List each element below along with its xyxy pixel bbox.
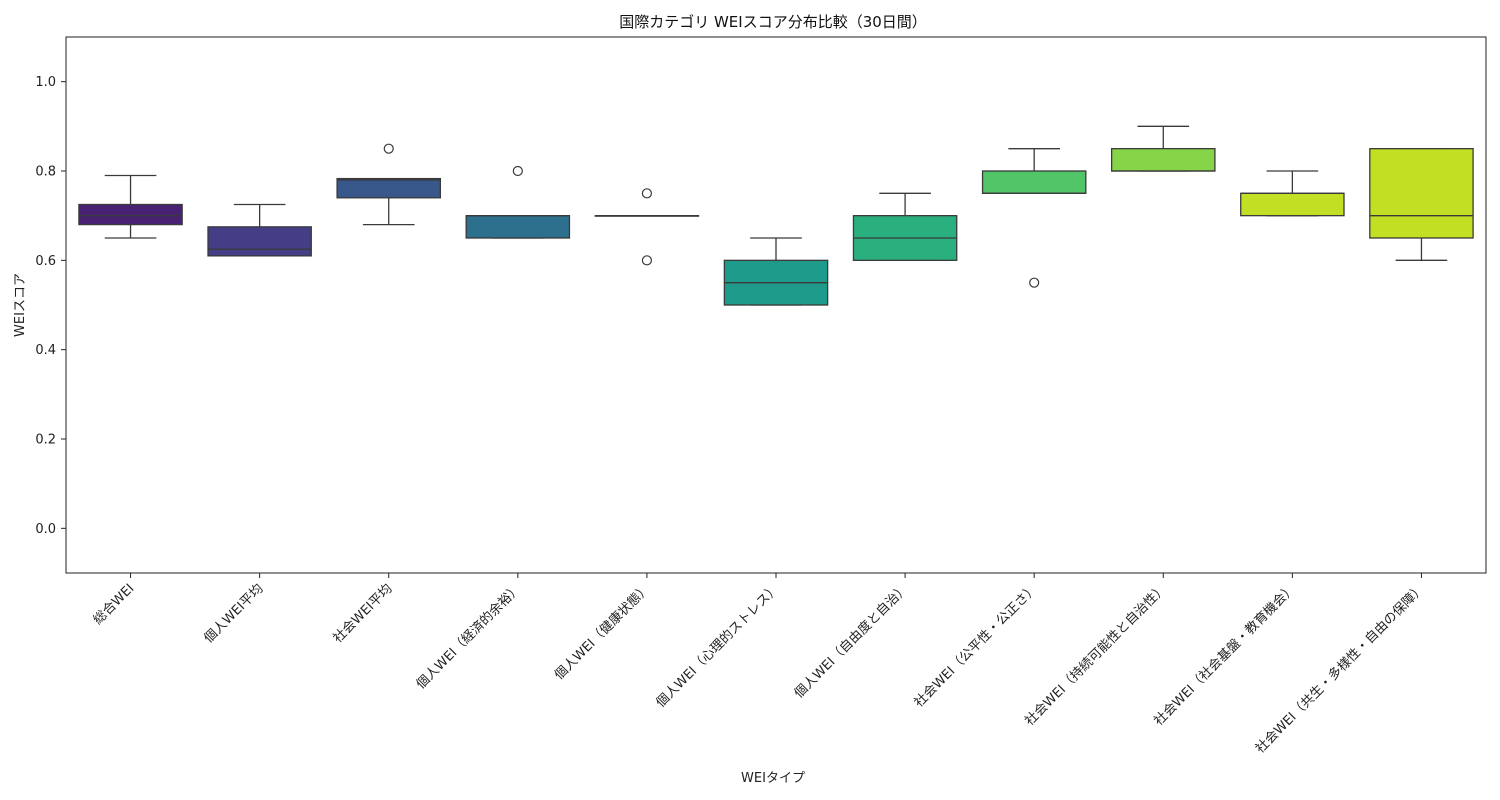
box [465,215,571,239]
box [207,226,312,257]
box-group [207,203,312,257]
box-group [1369,148,1474,261]
outlier-point [641,188,653,199]
y-tick-label: 1.0 [35,75,56,90]
x-axis-label: WEIタイプ [741,771,805,786]
y-tick-label: 0.2 [35,433,56,448]
box-group [336,143,442,226]
box [1240,192,1345,217]
box-group [723,237,829,306]
box [1110,148,1216,172]
box [981,170,1087,194]
outlier-point [383,143,394,154]
x-tick-label: 個人WEI（健康状態） [551,581,653,683]
y-axis: 0.0 0.2 0.4 0.6 0.8 1.0 [35,75,66,537]
x-tick-label: 社会WEI平均 [330,581,396,647]
x-tick-label: 総合WEI [91,581,138,628]
y-tick-label: 0.0 [35,522,56,537]
box [336,177,442,199]
x-tick-label: 社会WEI（公平性・公正さ） [911,581,1041,711]
outlier-point [1029,277,1040,288]
box [1369,148,1474,239]
box-group [78,174,183,239]
plot-area [65,36,1487,574]
box-group [594,188,700,266]
y-tick-label: 0.8 [35,165,56,180]
x-tick-label: 個人WEI（経済的余裕） [413,581,525,693]
x-tick-label: 社会WEI（持続可能性と自治性） [1022,581,1170,729]
x-tick-label: 個人WEI（心理的ストレス） [653,581,783,711]
y-tick-label: 0.4 [35,343,56,358]
box-group [852,192,958,261]
box-group [465,165,571,239]
box-group [1110,125,1216,172]
y-axis-label: WEIスコア [13,273,28,337]
x-tick-label: 個人WEI平均 [201,581,266,646]
x-tick-label: 個人WEI（自由度と自治） [791,581,912,702]
x-axis: 総合WEI 個人WEI平均 社会WEI平均 個人WEI（経済的余裕） 個人WEI（健康状… [91,573,1428,757]
box-group [981,148,1087,288]
box-group [1240,170,1345,217]
y-tick-label: 0.6 [35,254,56,269]
chart-title: 国際カテゴリ WEIスコア分布比較（30日間） [619,13,927,31]
outlier-point [641,255,653,266]
outlier-point [512,165,523,177]
x-tick-label: 社会WEI（社会基盤・教育機会） [1151,581,1299,729]
box [78,203,183,226]
